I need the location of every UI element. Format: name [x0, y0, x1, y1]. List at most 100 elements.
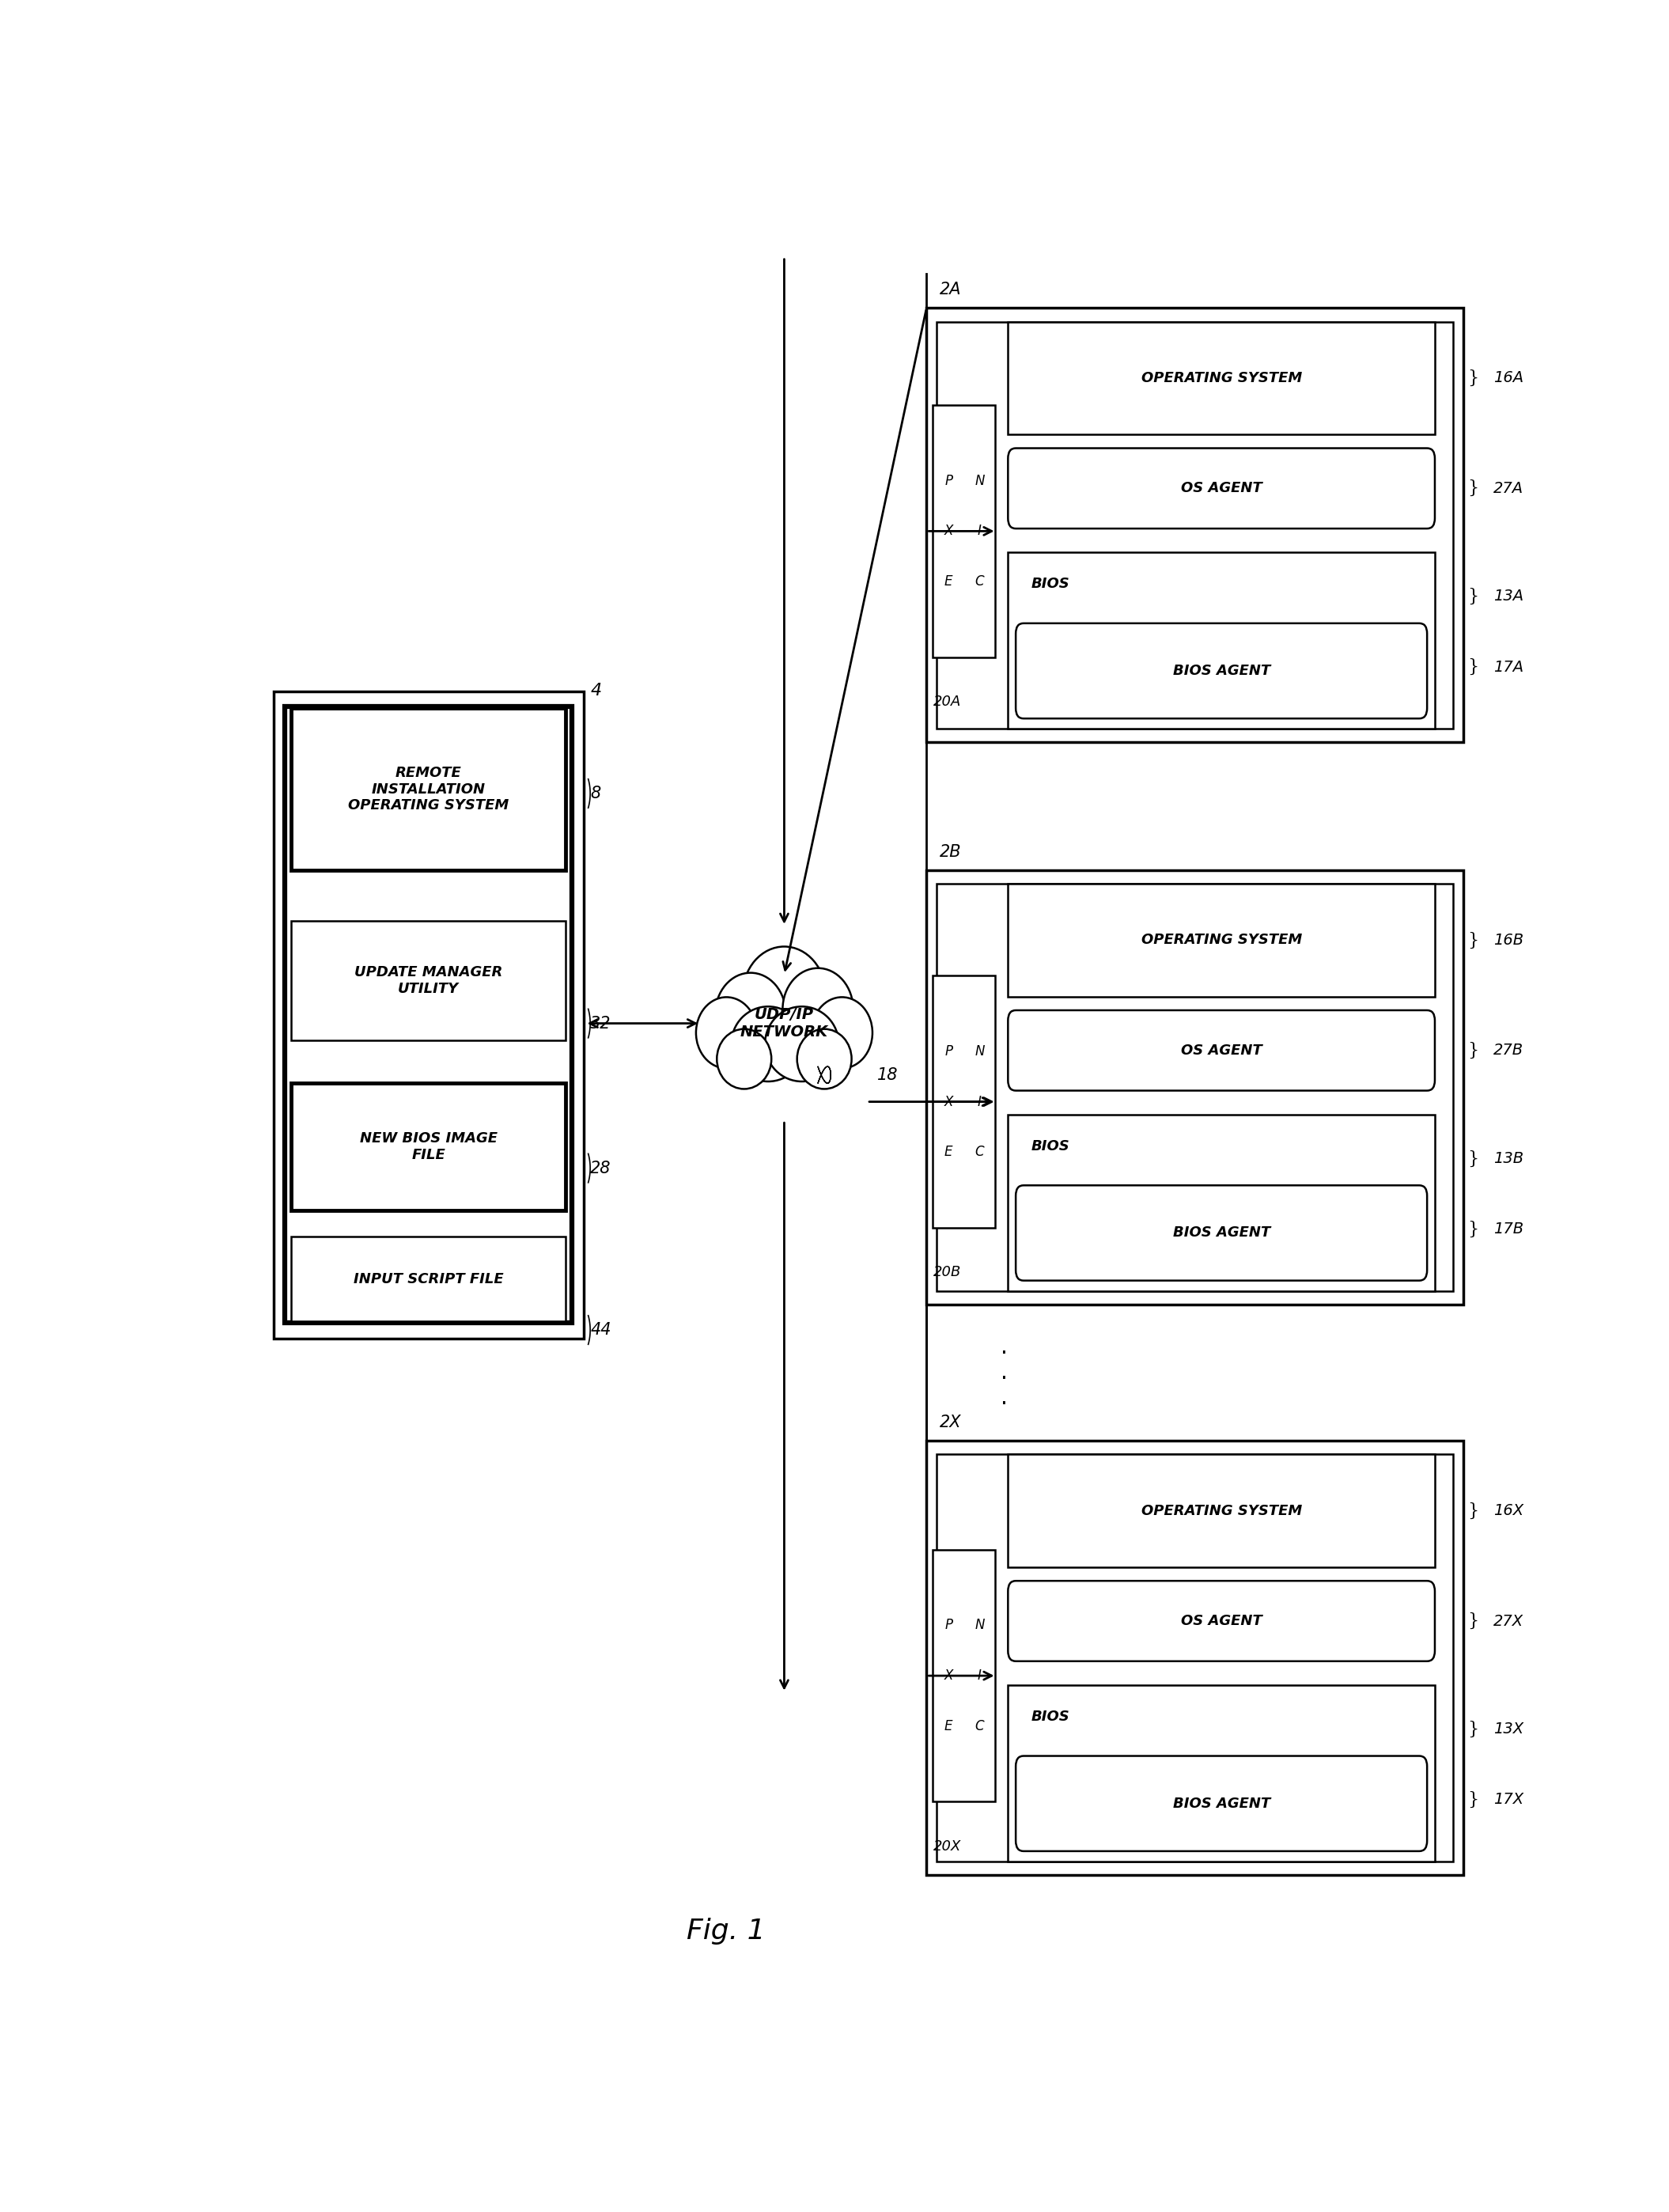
Text: 13A: 13A — [1494, 588, 1524, 604]
Text: I: I — [978, 1668, 981, 1683]
FancyBboxPatch shape — [1008, 1582, 1435, 1661]
Text: INPUT SCRIPT FILE: INPUT SCRIPT FILE — [354, 1272, 504, 1285]
Text: E: E — [945, 1719, 953, 1734]
Text: OPERATING SYSTEM: OPERATING SYSTEM — [1142, 933, 1302, 947]
FancyBboxPatch shape — [1008, 321, 1435, 434]
Text: P: P — [945, 1619, 953, 1632]
Ellipse shape — [764, 1006, 840, 1082]
Text: 2B: 2B — [940, 845, 961, 860]
Text: 17A: 17A — [1494, 659, 1524, 675]
Text: X: X — [945, 524, 953, 538]
FancyBboxPatch shape — [1008, 1453, 1435, 1568]
FancyBboxPatch shape — [933, 405, 995, 657]
Text: X: X — [945, 1668, 953, 1683]
FancyBboxPatch shape — [1008, 1686, 1435, 1860]
Text: }: } — [1467, 1792, 1479, 1809]
Text: N: N — [975, 473, 985, 489]
Text: OS AGENT: OS AGENT — [1180, 1044, 1262, 1057]
Ellipse shape — [696, 998, 758, 1068]
Text: 27A: 27A — [1494, 480, 1524, 495]
FancyBboxPatch shape — [933, 1551, 995, 1803]
FancyBboxPatch shape — [1016, 1186, 1427, 1281]
Text: }: } — [1467, 369, 1479, 387]
Text: BIOS: BIOS — [1031, 1710, 1070, 1723]
FancyBboxPatch shape — [1008, 885, 1435, 998]
FancyBboxPatch shape — [1008, 1011, 1435, 1091]
FancyBboxPatch shape — [292, 708, 566, 869]
Text: }: } — [1467, 1221, 1479, 1239]
Text: UDP/IP
NETWORK: UDP/IP NETWORK — [741, 1006, 828, 1040]
Text: OS AGENT: OS AGENT — [1180, 1615, 1262, 1628]
Text: }: } — [1467, 659, 1479, 675]
Ellipse shape — [811, 998, 873, 1068]
Text: }: } — [1467, 588, 1479, 606]
FancyBboxPatch shape — [1008, 449, 1435, 529]
Text: 16A: 16A — [1494, 372, 1524, 385]
Text: I: I — [978, 1095, 981, 1108]
Text: 16X: 16X — [1494, 1504, 1524, 1517]
Text: Fig. 1: Fig. 1 — [686, 1918, 766, 1944]
FancyBboxPatch shape — [1008, 1115, 1435, 1292]
Text: }: } — [1467, 1613, 1479, 1630]
Text: 20A: 20A — [933, 695, 961, 708]
Text: .
.
.: . . . — [1001, 1336, 1008, 1409]
Text: N: N — [975, 1044, 985, 1057]
Text: C: C — [975, 1146, 985, 1159]
Text: 17X: 17X — [1494, 1792, 1524, 1807]
Text: REMOTE
INSTALLATION
OPERATING SYSTEM: REMOTE INSTALLATION OPERATING SYSTEM — [349, 765, 509, 812]
FancyBboxPatch shape — [933, 975, 995, 1228]
Text: OPERATING SYSTEM: OPERATING SYSTEM — [1142, 372, 1302, 385]
Text: OPERATING SYSTEM: OPERATING SYSTEM — [1142, 1504, 1302, 1517]
Text: 8: 8 — [591, 785, 601, 801]
Text: 13X: 13X — [1494, 1721, 1524, 1736]
Ellipse shape — [731, 1006, 804, 1082]
FancyBboxPatch shape — [1008, 553, 1435, 728]
Text: P: P — [945, 473, 953, 489]
Text: BIOS AGENT: BIOS AGENT — [1173, 1796, 1270, 1812]
Text: E: E — [945, 1146, 953, 1159]
FancyBboxPatch shape — [1016, 624, 1427, 719]
Text: BIOS: BIOS — [1031, 577, 1070, 591]
Text: 27X: 27X — [1494, 1613, 1524, 1628]
Text: 44: 44 — [591, 1323, 611, 1338]
Text: 2A: 2A — [940, 281, 961, 299]
Text: BIOS AGENT: BIOS AGENT — [1173, 664, 1270, 679]
Text: 16B: 16B — [1494, 933, 1524, 947]
Text: }: } — [1467, 1042, 1479, 1060]
Text: }: } — [1467, 931, 1479, 949]
Text: }: } — [1467, 1502, 1479, 1520]
Text: }: } — [1467, 480, 1479, 498]
Text: }: } — [1467, 1721, 1479, 1739]
Text: 18: 18 — [878, 1066, 898, 1084]
Text: N: N — [975, 1619, 985, 1632]
FancyBboxPatch shape — [1016, 1756, 1427, 1851]
Ellipse shape — [743, 947, 826, 1044]
Text: 4: 4 — [591, 684, 601, 699]
Ellipse shape — [783, 969, 853, 1051]
FancyBboxPatch shape — [274, 690, 584, 1338]
Text: P: P — [945, 1044, 953, 1057]
Text: 32: 32 — [591, 1015, 611, 1031]
Ellipse shape — [716, 973, 786, 1055]
Text: X: X — [945, 1095, 953, 1108]
Text: C: C — [975, 1719, 985, 1734]
Ellipse shape — [798, 1029, 851, 1088]
FancyBboxPatch shape — [926, 869, 1464, 1305]
Text: OS AGENT: OS AGENT — [1180, 482, 1262, 495]
Text: 28: 28 — [591, 1161, 611, 1177]
Text: C: C — [975, 575, 985, 588]
Text: 20X: 20X — [933, 1838, 961, 1854]
Text: 17B: 17B — [1494, 1221, 1524, 1237]
Text: 2X: 2X — [940, 1416, 961, 1431]
Text: }: } — [1467, 1150, 1479, 1168]
FancyBboxPatch shape — [926, 1440, 1464, 1876]
Text: 13B: 13B — [1494, 1150, 1524, 1166]
FancyBboxPatch shape — [292, 1237, 566, 1321]
Text: 20B: 20B — [933, 1265, 961, 1279]
FancyBboxPatch shape — [292, 920, 566, 1040]
Text: BIOS: BIOS — [1031, 1139, 1070, 1152]
Text: NEW BIOS IMAGE
FILE: NEW BIOS IMAGE FILE — [361, 1133, 497, 1161]
FancyBboxPatch shape — [926, 307, 1464, 743]
Text: BIOS AGENT: BIOS AGENT — [1173, 1225, 1270, 1241]
Text: E: E — [945, 575, 953, 588]
